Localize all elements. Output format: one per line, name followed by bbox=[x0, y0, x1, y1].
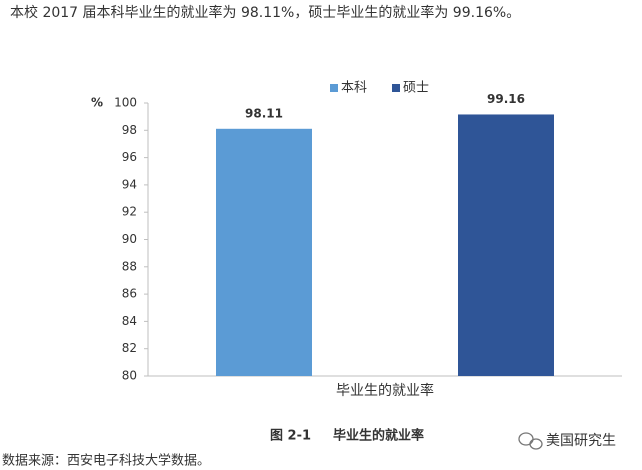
y-tick-label: 98 bbox=[122, 123, 137, 137]
legend-swatch bbox=[330, 84, 338, 92]
bar bbox=[458, 114, 554, 376]
y-tick-label: 90 bbox=[122, 232, 137, 246]
y-tick-label: 100 bbox=[114, 96, 137, 110]
legend-swatch bbox=[392, 84, 400, 92]
data-label: 99.16 bbox=[487, 92, 525, 106]
intro-text: 本校 2017 届本科毕业生的就业率为 98.11%，硕士毕业生的就业率为 99… bbox=[10, 4, 520, 21]
y-tick-label: 84 bbox=[122, 314, 137, 328]
y-axis-label: % bbox=[91, 96, 103, 110]
y-tick-label: 82 bbox=[122, 341, 137, 355]
data-label: 98.11 bbox=[245, 106, 283, 120]
bar bbox=[216, 128, 312, 376]
watermark: 美国研究生 bbox=[546, 433, 616, 449]
caption-text: 毕业生的就业率 bbox=[333, 428, 424, 444]
legend-label: 硕士 bbox=[403, 81, 429, 96]
watermark-icon bbox=[518, 432, 543, 450]
x-tick-label: 毕业生的就业率 bbox=[336, 382, 434, 399]
y-tick-label: 94 bbox=[122, 177, 137, 191]
caption-label: 图 2-1 bbox=[270, 429, 311, 444]
y-tick-label: 80 bbox=[122, 369, 137, 383]
source-note: 数据来源：西安电子科技大学数据。 bbox=[2, 453, 210, 469]
y-tick-label: 88 bbox=[122, 259, 137, 273]
y-tick-label: 92 bbox=[122, 205, 137, 219]
legend-label: 本科 bbox=[341, 81, 367, 96]
y-tick-label: 86 bbox=[122, 287, 137, 301]
y-tick-label: 96 bbox=[122, 150, 137, 164]
